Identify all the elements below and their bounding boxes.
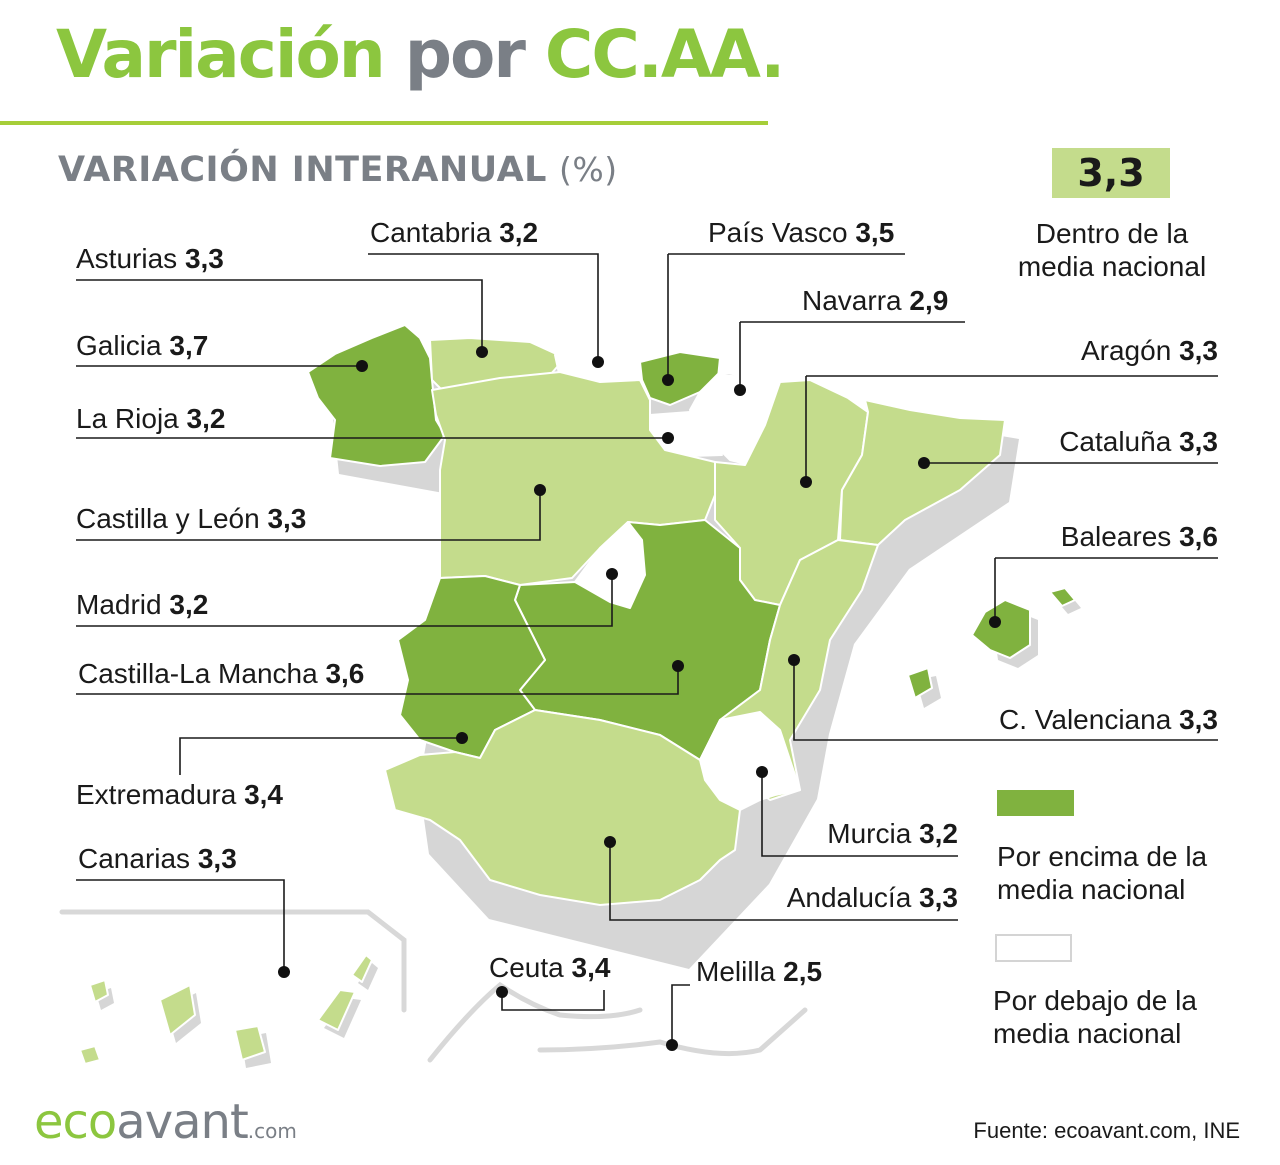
region-baleares-ibiza xyxy=(907,667,933,699)
label-ceuta: Ceuta 3,4 xyxy=(489,952,611,983)
region-markers xyxy=(278,346,1001,1051)
region-canarias-tenerife xyxy=(159,984,196,1036)
marker-c-valenciana xyxy=(788,654,800,666)
label-c-valenciana: C. Valenciana 3,3 xyxy=(999,704,1218,735)
label-extremadura: Extremadura 3,4 xyxy=(76,779,284,810)
leader-lines xyxy=(76,253,1218,1045)
region-canarias-el-hierro xyxy=(79,1045,101,1065)
title-part-por: por xyxy=(404,16,526,93)
region-andalucia xyxy=(384,709,741,906)
region-cataluna xyxy=(839,399,1006,546)
label-aragon: Aragón 3,3 xyxy=(1080,335,1218,366)
marker-la-rioja xyxy=(662,432,674,444)
label-asturias: Asturias 3,3 xyxy=(76,243,224,274)
region-canarias-la-palma xyxy=(89,979,109,1003)
subtitle-unit: (%) xyxy=(558,150,618,189)
marker-murcia xyxy=(756,766,768,778)
logo-eco: eco xyxy=(34,1094,117,1150)
title-part-variacion: Variación xyxy=(56,16,386,93)
marker-andalucia xyxy=(604,836,616,848)
legend-above-swatch xyxy=(997,790,1074,816)
region-canarias-fuerteventura xyxy=(317,989,356,1031)
title-underline xyxy=(0,121,768,125)
marker-asturias xyxy=(476,346,488,358)
source-note: Fuente: ecoavant.com, INE xyxy=(973,1118,1240,1143)
marker-ceuta xyxy=(496,986,508,998)
legend-below-label: Por debajo de la media nacional xyxy=(993,985,1197,1049)
label-andalucia: Andalucía 3,3 xyxy=(786,882,958,913)
marker-galicia xyxy=(356,360,368,372)
marker-baleares xyxy=(989,616,1001,628)
logo-avant: avant xyxy=(116,1094,248,1150)
marker-melilla xyxy=(666,1039,678,1051)
marker-extremadura xyxy=(456,732,468,744)
legend-average-value-box: 3,3 xyxy=(1052,148,1170,198)
marker-madrid xyxy=(606,568,618,580)
ecoavant-logo: ecoavant.com xyxy=(34,1098,297,1146)
marker-pais-vasco xyxy=(662,374,674,386)
legend-above-label: Por encima de la media nacional xyxy=(997,841,1208,905)
region-baleares-mallorca xyxy=(971,599,1031,659)
label-murcia: Murcia 3,2 xyxy=(827,818,958,849)
legend-below-swatch xyxy=(995,934,1072,962)
region-baleares-menorca xyxy=(1049,587,1076,607)
region-galicia xyxy=(307,324,446,467)
region-canarias-lanzarote xyxy=(351,954,373,983)
marker-navarra xyxy=(734,384,746,396)
region-canarias-gran-canaria xyxy=(234,1025,266,1061)
marker-castilla-leon xyxy=(534,484,546,496)
label-pais-vasco: País Vasco 3,5 xyxy=(708,217,895,248)
label-baleares: Baleares 3,6 xyxy=(1060,521,1218,552)
logo-com: .com xyxy=(247,1119,297,1143)
marker-cantabria xyxy=(592,356,604,368)
label-cataluna: Cataluña 3,3 xyxy=(1059,426,1218,457)
marker-canarias xyxy=(278,966,290,978)
label-la-rioja: La Rioja 3,2 xyxy=(76,403,226,434)
legend-average-label: Dentro de la media nacional xyxy=(1017,218,1207,282)
title-part-ccaa: CC.AA. xyxy=(544,16,785,93)
infographic-title: Variación por CC.AA. xyxy=(56,22,785,88)
label-canarias: Canarias 3,3 xyxy=(78,843,237,874)
label-navarra: Navarra 2,9 xyxy=(802,285,949,316)
marker-castilla-la-mancha xyxy=(672,660,684,672)
label-madrid: Madrid 3,2 xyxy=(76,589,209,620)
label-cantabria: Cantabria 3,2 xyxy=(370,217,539,248)
subtitle: VARIACIÓN INTERANUAL (%) xyxy=(58,150,618,190)
coastline-decoration xyxy=(59,909,808,1063)
label-castilla-la-mancha: Castilla-La Mancha 3,6 xyxy=(78,658,365,689)
marker-aragon xyxy=(800,476,812,488)
subtitle-text: VARIACIÓN INTERANUAL xyxy=(58,150,547,190)
label-galicia: Galicia 3,7 xyxy=(76,330,209,361)
label-melilla: Melilla 2,5 xyxy=(696,956,823,987)
label-castilla-leon: Castilla y León 3,3 xyxy=(76,503,307,534)
marker-cataluna xyxy=(918,457,930,469)
